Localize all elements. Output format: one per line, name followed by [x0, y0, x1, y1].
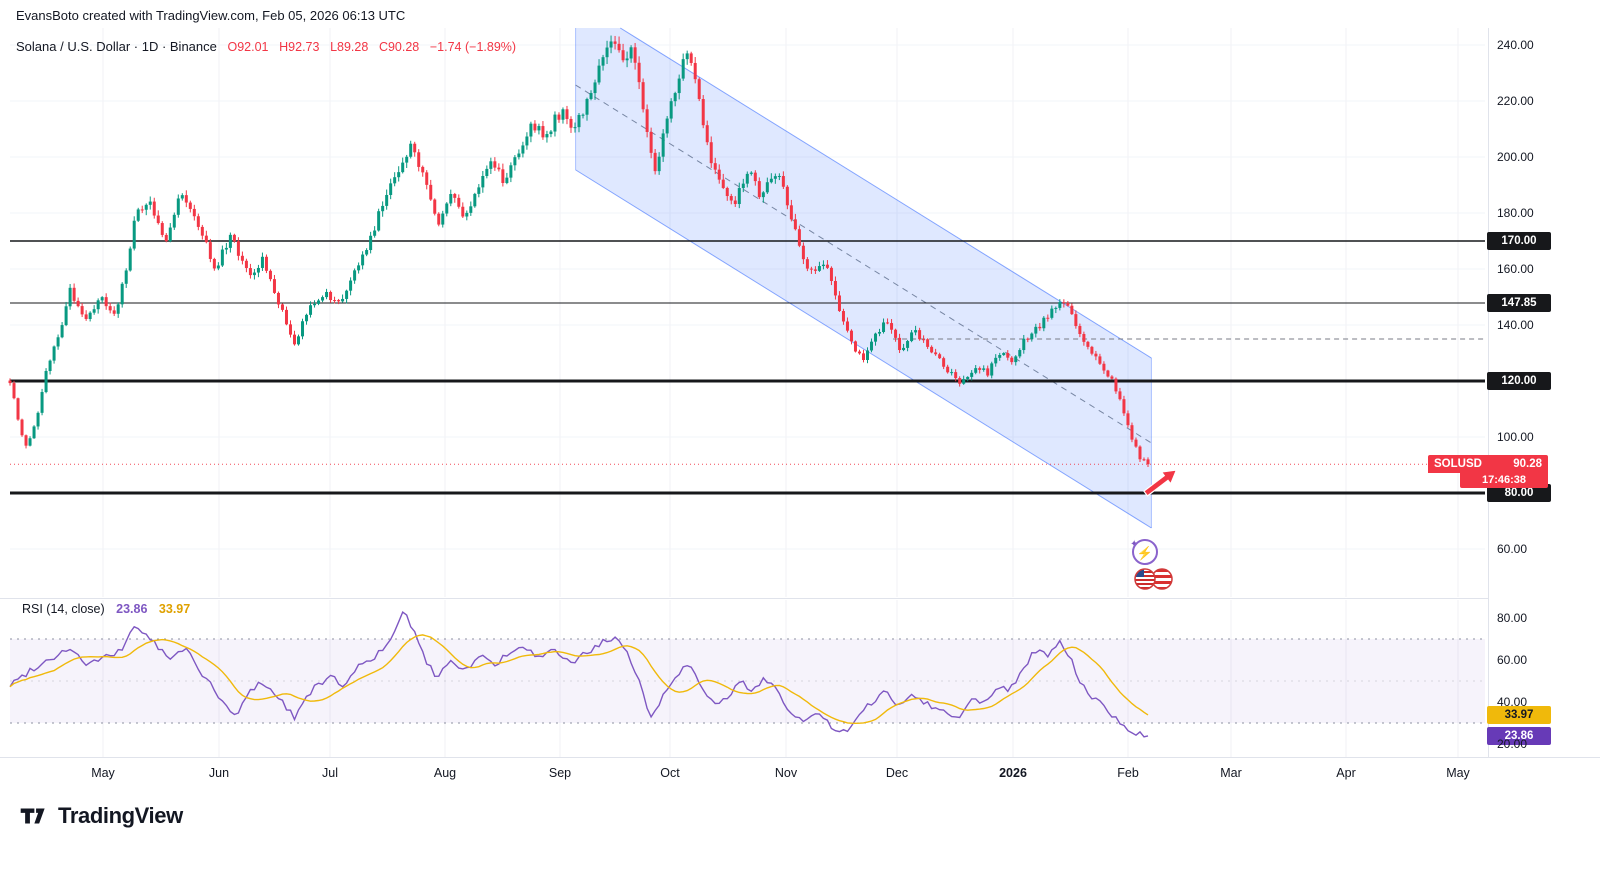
price-change: −1.74 (−1.89%)	[429, 40, 517, 54]
axis-tick-label: 240.00	[1497, 38, 1534, 52]
rsi-value: 23.86	[116, 602, 148, 616]
price-axis[interactable]: 33.97 23.86 240.00 220.00 200.00 180.00 160.…	[1487, 28, 1600, 757]
symbol-title[interactable]: Solana / U.S. Dollar · 1D · Binance	[16, 39, 217, 54]
rsi-ma-line	[9, 634, 1149, 725]
descending-channel-drawing[interactable]	[575, 27, 1152, 529]
time-axis-label: Dec	[885, 766, 909, 780]
badge-price: 90.28	[1513, 458, 1542, 471]
rsi-indicator-header[interactable]: RSI (14, close) 23.86 33.97	[22, 602, 190, 616]
price-level-badge: 80.00	[1487, 484, 1551, 502]
last-price-badge: SOLUSD 90.28 17:46:38	[1428, 455, 1548, 489]
axis-tick-label: 60.00	[1497, 653, 1528, 667]
lightning-circle	[1132, 539, 1158, 565]
ohlc-close: C90.28	[378, 40, 420, 54]
time-axis-label: May	[1446, 766, 1470, 780]
tradingview-brand[interactable]: TradingView	[16, 803, 183, 829]
time-axis-label: Sep	[548, 766, 572, 780]
time-axis-label: Feb	[1117, 766, 1139, 780]
time-axis-label: Mar	[1220, 766, 1242, 780]
lightning-icon: ⚡	[1137, 546, 1153, 562]
flag-icon-right	[1152, 569, 1172, 589]
rsi-ma-badge: 33.97	[1487, 705, 1551, 724]
axis-tick-label: 100.00	[1497, 430, 1534, 444]
time-axis-label: 2026	[999, 766, 1027, 780]
time-axis-label: Jun	[208, 766, 230, 780]
ohlc-low: L89.28	[330, 40, 369, 54]
brand-name: TradingView	[58, 803, 183, 828]
breakout-arrow-annotation[interactable]	[1143, 469, 1178, 497]
time-axis-label: Aug	[433, 766, 457, 780]
ohlc-high: H92.73	[279, 40, 320, 54]
time-axis-label: May	[91, 766, 115, 780]
lightning-sticker[interactable]: ✦ ⚡	[1122, 534, 1166, 570]
price-level-badge: 120.00	[1487, 372, 1551, 390]
time-axis-label: Jul	[322, 766, 338, 780]
badge-symbol: SOLUSD	[1434, 458, 1482, 471]
flag-stickers[interactable]	[1128, 566, 1178, 594]
sparkle-icon: ✦	[1130, 539, 1138, 550]
tradingview-logo-icon	[20, 808, 45, 824]
axis-tick-label: 20.00	[1497, 737, 1528, 751]
time-axis-label: Oct	[660, 766, 680, 780]
time-axis-label: Apr	[1336, 766, 1356, 780]
time-axis-label: Nov	[774, 766, 798, 780]
symbol-bar[interactable]: Solana / U.S. Dollar · 1D · Binance O92.…	[16, 39, 516, 54]
axis-tick-label: 180.00	[1497, 206, 1534, 220]
rsi-value-badge: 23.86	[1487, 726, 1551, 745]
usa-flag-icon	[1135, 569, 1155, 589]
axis-tick-label: 220.00	[1497, 94, 1534, 108]
credit-text: EvansBoto created with TradingView.com, …	[16, 8, 406, 23]
candlestick-series	[8, 35, 1150, 468]
rsi-ma-value: 33.97	[158, 602, 191, 616]
axis-tick-label: 200.00	[1497, 150, 1534, 164]
axis-tick-label: 60.00	[1497, 542, 1528, 556]
axis-tick-label: 40.00	[1497, 695, 1528, 709]
time-axis[interactable]: May Jun Jul Aug Sep Oct Nov Dec 2026 Feb Mar Apr May	[0, 757, 1600, 787]
price-level-badge: 170.00	[1487, 232, 1551, 250]
rsi-indicator-title[interactable]: RSI (14, close)	[22, 602, 105, 616]
ohlc-open: O92.01	[227, 40, 269, 54]
axis-tick-label: 140.00	[1497, 318, 1534, 332]
bar-countdown: 17:46:38	[1460, 473, 1548, 489]
axis-tick-label: 160.00	[1497, 262, 1534, 276]
price-level-badge: 147.85	[1487, 294, 1551, 313]
axis-tick-label: 80.00	[1497, 611, 1528, 625]
